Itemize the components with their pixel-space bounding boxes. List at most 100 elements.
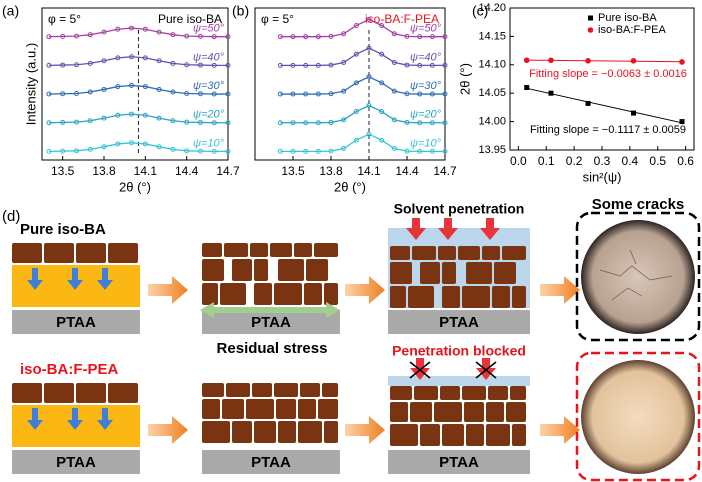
marker: [379, 22, 385, 28]
ptaa-layer: [388, 310, 530, 334]
marker: [328, 91, 334, 97]
marker: [73, 148, 79, 154]
ptaa-layer: [12, 450, 140, 474]
series-label: ψ=50°: [410, 23, 442, 35]
marker: [442, 148, 448, 154]
annotation: φ = 5°: [261, 12, 294, 26]
penetration-label: Penetration blocked: [392, 343, 526, 359]
marker: [429, 91, 435, 97]
grain: [202, 399, 220, 419]
marker: [391, 31, 397, 37]
marker: [115, 55, 121, 61]
series-label: ψ=50°: [193, 23, 225, 35]
marker: [353, 137, 359, 143]
marker: [442, 34, 448, 40]
process-arrow: [345, 416, 385, 444]
grain: [494, 262, 516, 284]
marker: [115, 84, 121, 90]
marker: [73, 119, 79, 125]
marker: [115, 141, 121, 147]
grain: [390, 286, 406, 308]
marker: [87, 89, 93, 95]
plot-frame: [41, 7, 229, 161]
marker: [60, 62, 66, 68]
substrate-label: PTAA: [251, 454, 291, 471]
marker: [290, 62, 296, 68]
grain: [202, 283, 218, 305]
grain: [414, 386, 438, 400]
penetration-label: Solvent penetration: [394, 201, 525, 217]
grain: [76, 243, 106, 263]
grain: [202, 383, 224, 397]
ptaa-layer: [12, 310, 140, 334]
grain: [44, 243, 74, 263]
grain: [324, 283, 338, 305]
marker: [60, 33, 66, 39]
marker: [303, 120, 309, 126]
grain: [202, 259, 224, 281]
marker: [328, 119, 334, 125]
grain: [510, 386, 526, 400]
grain: [390, 246, 410, 260]
grain: [488, 386, 508, 400]
marker: [679, 119, 685, 125]
row-label: iso-BA:F-PEA: [20, 361, 118, 378]
grain: [390, 402, 408, 422]
marker: [46, 34, 52, 40]
x-tick-label: 13.5: [281, 164, 305, 178]
y-axis-title: Intensity (a.u.): [23, 43, 38, 125]
grain: [318, 399, 338, 419]
x-tick-label: 13.8: [92, 164, 116, 178]
marker: [277, 148, 283, 154]
marker: [585, 100, 591, 106]
series-label: ψ=20°: [410, 109, 442, 121]
x-tick-label: 14.1: [357, 164, 381, 178]
grain: [390, 386, 412, 400]
marker: [184, 119, 190, 125]
panel-label: (d): [2, 208, 20, 225]
marker: [366, 131, 372, 137]
process-arrow: [148, 416, 188, 444]
marker: [129, 140, 135, 146]
stress-arrow: [97, 268, 113, 290]
grain: [222, 399, 244, 419]
y-tick-label: 14.20: [478, 2, 506, 14]
solvent-arrow: [480, 218, 500, 240]
marker: [417, 91, 423, 97]
series-label: ψ=40°: [193, 51, 225, 63]
marker: [315, 120, 321, 126]
marker: [442, 62, 448, 68]
grain: [458, 246, 480, 260]
y-tick-label: 14.10: [478, 59, 506, 71]
marker: [156, 86, 162, 92]
grain: [438, 246, 456, 260]
series-label: ψ=30°: [410, 80, 442, 92]
grain: [440, 386, 460, 400]
x-tick-label: 13.8: [319, 164, 343, 178]
marker: [366, 45, 372, 51]
grain: [76, 383, 106, 403]
x-axis-title: 2θ (°): [334, 179, 366, 194]
marker: [101, 58, 107, 64]
marker: [225, 91, 231, 97]
plot-frame: [254, 7, 446, 161]
process-arrow: [345, 276, 385, 304]
marker: [142, 141, 148, 147]
marker: [87, 60, 93, 66]
marker: [225, 62, 231, 68]
block-mark: [475, 361, 497, 379]
x-tick-label: 14.7: [433, 164, 457, 178]
result-label: Some cracks: [592, 196, 685, 213]
marker: [129, 25, 135, 31]
marker: [353, 51, 359, 57]
stress-arrow: [27, 408, 43, 430]
grain: [232, 259, 252, 281]
x-tick-label: 14.1: [134, 164, 158, 178]
ptaa-layer: [388, 450, 530, 474]
marker: [290, 148, 296, 154]
marker: [142, 55, 148, 61]
process-arrow: [540, 276, 580, 304]
grain: [278, 259, 304, 281]
stress-arrow: [67, 268, 83, 290]
grain: [492, 286, 510, 308]
